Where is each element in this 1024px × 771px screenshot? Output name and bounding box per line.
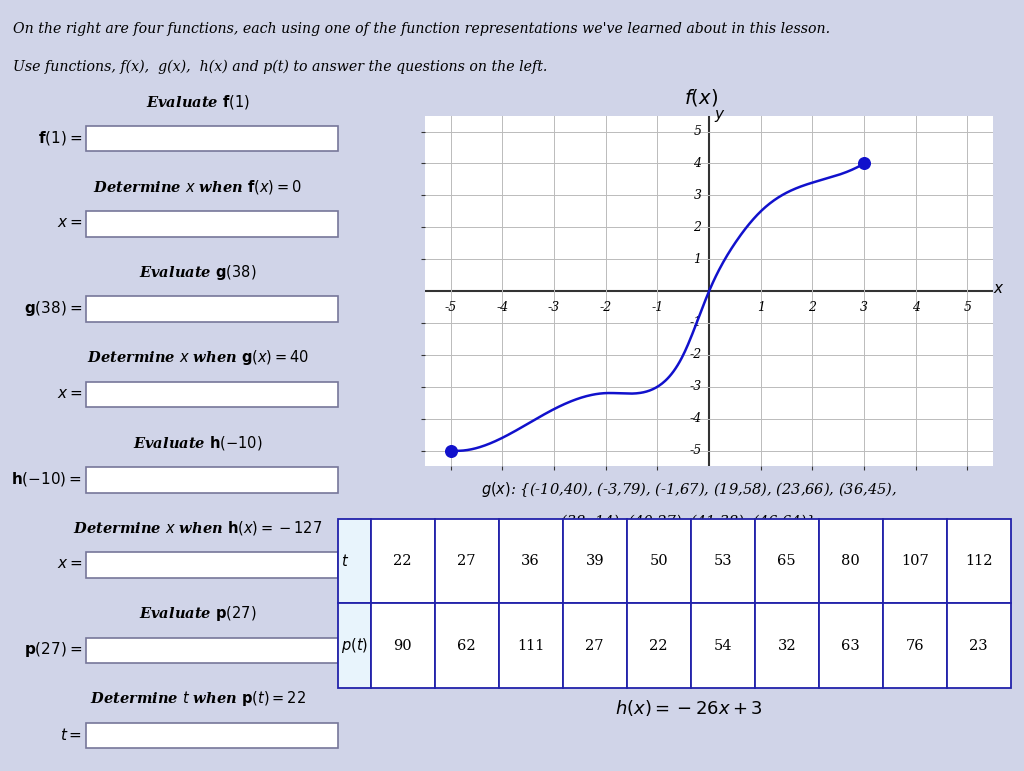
Text: $\mathbf{f}(1) = $: $\mathbf{f}(1) = $ (38, 129, 82, 146)
Text: Evaluate $\mathbf{h}(- 10)$: Evaluate $\mathbf{h}(- 10)$ (133, 434, 262, 452)
Text: 3: 3 (860, 301, 868, 314)
Text: $f(x)$: $f(x)$ (684, 87, 719, 108)
Text: -1: -1 (651, 301, 664, 314)
Text: $x = $: $x = $ (56, 386, 82, 401)
FancyBboxPatch shape (86, 638, 338, 663)
Text: 2: 2 (809, 301, 816, 314)
Text: $x = $: $x = $ (56, 216, 82, 230)
Text: Evaluate $\mathbf{f}(1)$: Evaluate $\mathbf{f}(1)$ (145, 93, 250, 111)
FancyBboxPatch shape (86, 722, 338, 749)
Text: 2: 2 (693, 221, 701, 234)
Point (856, 157, 872, 170)
Text: -5: -5 (689, 444, 701, 457)
Text: Use functions, f(x),  g(x),  h(x) and p(t) to answer the questions on the left.: Use functions, f(x), g(x), h(x) and p(t)… (13, 60, 548, 74)
Text: $\mathbf{p}(27) = $: $\mathbf{p}(27) = $ (24, 640, 82, 659)
FancyBboxPatch shape (86, 211, 338, 237)
Text: Evaluate $\mathbf{g}(38)$: Evaluate $\mathbf{g}(38)$ (139, 263, 256, 282)
Text: -3: -3 (548, 301, 560, 314)
Text: 1: 1 (693, 253, 701, 266)
Text: -4: -4 (689, 412, 701, 425)
FancyBboxPatch shape (86, 126, 338, 151)
Text: $g(x)$: {(-10,40), (-3,79), (-1,67), (19,58), (23,66), (36,45),: $g(x)$: {(-10,40), (-3,79), (-1,67), (19… (480, 480, 897, 500)
Point (442, 444, 459, 456)
Text: (38,-14), (40,27), (41,38), (46,64)}: (38,-14), (40,27), (41,38), (46,64)} (561, 515, 816, 530)
Text: -2: -2 (689, 348, 701, 362)
Text: $x = $: $x = $ (56, 557, 82, 571)
Text: 5: 5 (964, 301, 972, 314)
FancyBboxPatch shape (86, 382, 338, 407)
Text: 1: 1 (757, 301, 765, 314)
Text: Determine $x$ when $\mathbf{g}(x) = 40$: Determine $x$ when $\mathbf{g}(x) = 40$ (87, 348, 309, 367)
Text: -4: -4 (497, 301, 509, 314)
Text: $\mathbf{g}(38) = $: $\mathbf{g}(38) = $ (24, 299, 82, 318)
Text: Determine $t$ when $\mathbf{p}(t) = 22$: Determine $t$ when $\mathbf{p}(t) = 22$ (90, 689, 306, 709)
Text: On the right are four functions, each using one of the function representations : On the right are four functions, each us… (13, 22, 830, 36)
FancyBboxPatch shape (86, 552, 338, 577)
Text: -3: -3 (689, 380, 701, 393)
Text: -1: -1 (689, 316, 701, 329)
Text: $t = $: $t = $ (60, 727, 82, 742)
Text: $y$: $y$ (714, 108, 725, 123)
Text: $h(x) =  - 26x + 3$: $h(x) = - 26x + 3$ (614, 699, 763, 718)
Text: -2: -2 (600, 301, 612, 314)
Text: $\mathbf{h}(-10) = $: $\mathbf{h}(-10) = $ (11, 470, 82, 488)
Text: 5: 5 (693, 125, 701, 138)
Text: Determine $x$ when $\mathbf{h}(x) =  - 127$: Determine $x$ when $\mathbf{h}(x) = - 12… (73, 520, 323, 537)
Text: 4: 4 (693, 157, 701, 170)
Text: Determine $x$ when $\mathbf{f}(x) = 0$: Determine $x$ when $\mathbf{f}(x) = 0$ (93, 178, 302, 196)
Text: 3: 3 (693, 189, 701, 202)
FancyBboxPatch shape (86, 467, 338, 493)
Text: 4: 4 (911, 301, 920, 314)
Text: Evaluate $\mathbf{p}(27)$: Evaluate $\mathbf{p}(27)$ (139, 604, 256, 623)
Text: -5: -5 (444, 301, 457, 314)
FancyBboxPatch shape (86, 296, 338, 322)
Text: $x$: $x$ (992, 282, 1005, 297)
